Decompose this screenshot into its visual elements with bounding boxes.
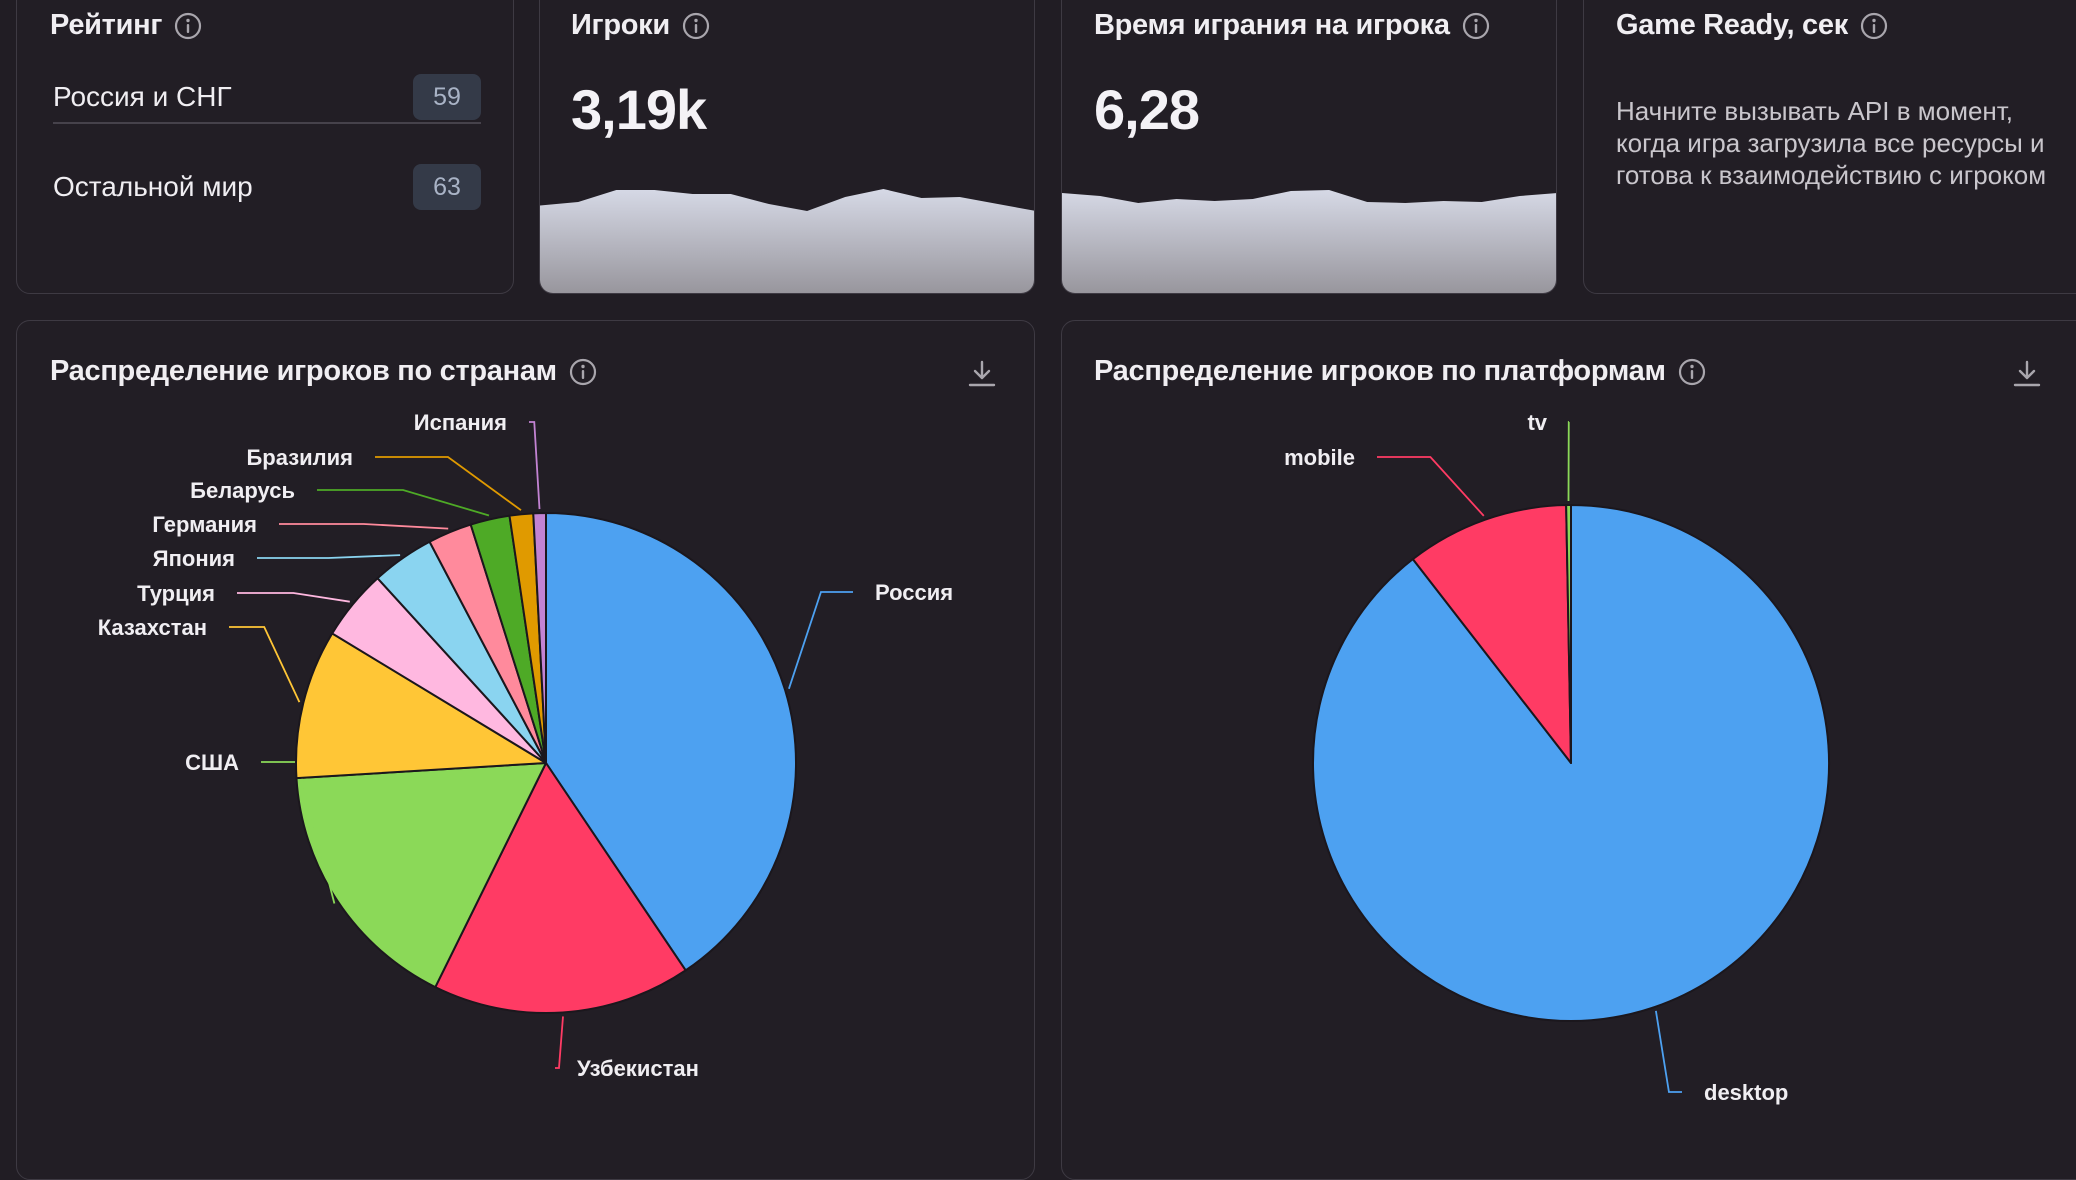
- countries-chart-title-row: Распределение игроков по странам: [50, 355, 597, 388]
- pie-label: Япония: [153, 546, 235, 571]
- platforms-pie[interactable]: desktop mobile tv: [1062, 401, 2076, 1180]
- countries-chart-card: Распределение игроков по странам Россия У…: [16, 320, 1035, 1180]
- pie-label: Беларусь: [190, 478, 295, 503]
- rating-badge: 59: [413, 74, 481, 120]
- pie-slice-узбекистан[interactable]: [434, 762, 687, 1014]
- rating-badge: 63: [413, 164, 481, 210]
- players-title: Игроки: [571, 9, 670, 41]
- playtime-value: 6,28: [1094, 78, 1200, 141]
- info-icon[interactable]: [682, 12, 710, 40]
- pie-label-connector: [1655, 1010, 1682, 1093]
- rating-title: Рейтинг: [50, 9, 163, 41]
- countries-chart-title: Распределение игроков по странам: [50, 355, 557, 387]
- rating-row-world: Остальной мир 63: [53, 163, 481, 211]
- pie-label: Бразилия: [246, 445, 353, 470]
- info-icon[interactable]: [1462, 12, 1490, 40]
- pie-label: desktop: [1704, 1080, 1788, 1105]
- pie-label-connector: [317, 489, 490, 517]
- sparkline-area: [1062, 190, 1556, 293]
- pie-slice-россия[interactable]: [545, 512, 797, 972]
- pie-slice-испания[interactable]: [532, 511, 547, 764]
- pie-label: США: [185, 750, 239, 775]
- info-icon[interactable]: [1860, 12, 1888, 40]
- rating-row-cis: Россия и СНГ 59: [53, 73, 481, 121]
- pie-label: tv: [1527, 410, 1547, 435]
- pie-slice-mobile[interactable]: [1411, 504, 1572, 764]
- game-ready-title-row: Game Ready, сек: [1616, 9, 1888, 42]
- rating-title-row: Рейтинг: [50, 9, 202, 42]
- pie-label: Турция: [137, 581, 215, 606]
- sparkline-area: [540, 189, 1034, 293]
- countries-pie[interactable]: Россия Узбекистан США Казахстан Турция Япония…: [17, 401, 1035, 1180]
- rating-label: Остальной мир: [53, 171, 253, 202]
- info-icon[interactable]: [569, 358, 597, 386]
- pie-slice-сша[interactable]: [295, 762, 547, 989]
- pie-label-connector: [375, 456, 522, 511]
- game-ready-card: Game Ready, сек Начните вызывать API в м…: [1583, 0, 2076, 294]
- platforms-chart-title-row: Распределение игроков по платформам: [1094, 355, 1706, 388]
- players-title-row: Игроки: [571, 9, 710, 42]
- pie-label-connector: [279, 523, 449, 530]
- pie-label: Россия: [875, 580, 953, 605]
- players-card[interactable]: Игроки 3,19k: [539, 0, 1035, 294]
- rating-label: Россия и СНГ: [53, 81, 232, 112]
- pie-label-connector: [555, 1016, 564, 1069]
- divider: [53, 122, 481, 124]
- pie-label-connector: [229, 626, 301, 703]
- pie-label: Испания: [414, 410, 507, 435]
- pie-label-connector: [529, 421, 541, 510]
- pie-label: mobile: [1284, 445, 1355, 470]
- pie-label-connector: [237, 592, 350, 603]
- pie-label: Узбекистан: [577, 1056, 699, 1081]
- pie-label-connector: [257, 554, 401, 559]
- playtime-card[interactable]: Время играния на игрока 6,28: [1061, 0, 1557, 294]
- pie-slice-казахстан[interactable]: [295, 632, 547, 780]
- pie-label: Германия: [152, 512, 257, 537]
- pie-slice-tv[interactable]: [1565, 504, 1572, 764]
- pie-label-connector: [788, 591, 853, 690]
- platforms-chart-title: Распределение игроков по платформам: [1094, 355, 1666, 387]
- pie-label: Казахстан: [98, 615, 207, 640]
- download-icon[interactable]: [2010, 357, 2044, 391]
- game-ready-title: Game Ready, сек: [1616, 9, 1848, 41]
- players-value: 3,19k: [571, 78, 707, 141]
- download-icon[interactable]: [965, 357, 999, 391]
- info-icon[interactable]: [174, 12, 202, 40]
- platforms-chart-card: Распределение игроков по платформам desk…: [1061, 320, 2076, 1180]
- pie-label-connector: [1567, 421, 1570, 502]
- playtime-title: Время играния на игрока: [1094, 9, 1450, 41]
- playtime-sparkline: [1062, 190, 1556, 293]
- players-sparkline: [540, 189, 1034, 293]
- game-ready-hint: Начните вызывать API в момент, когда игр…: [1616, 96, 2047, 190]
- playtime-title-row: Время играния на игрока: [1094, 9, 1490, 42]
- rating-card: Рейтинг Россия и СНГ 59 Остальной мир 63: [16, 0, 514, 294]
- info-icon[interactable]: [1678, 358, 1706, 386]
- pie-label-connector: [1377, 456, 1485, 517]
